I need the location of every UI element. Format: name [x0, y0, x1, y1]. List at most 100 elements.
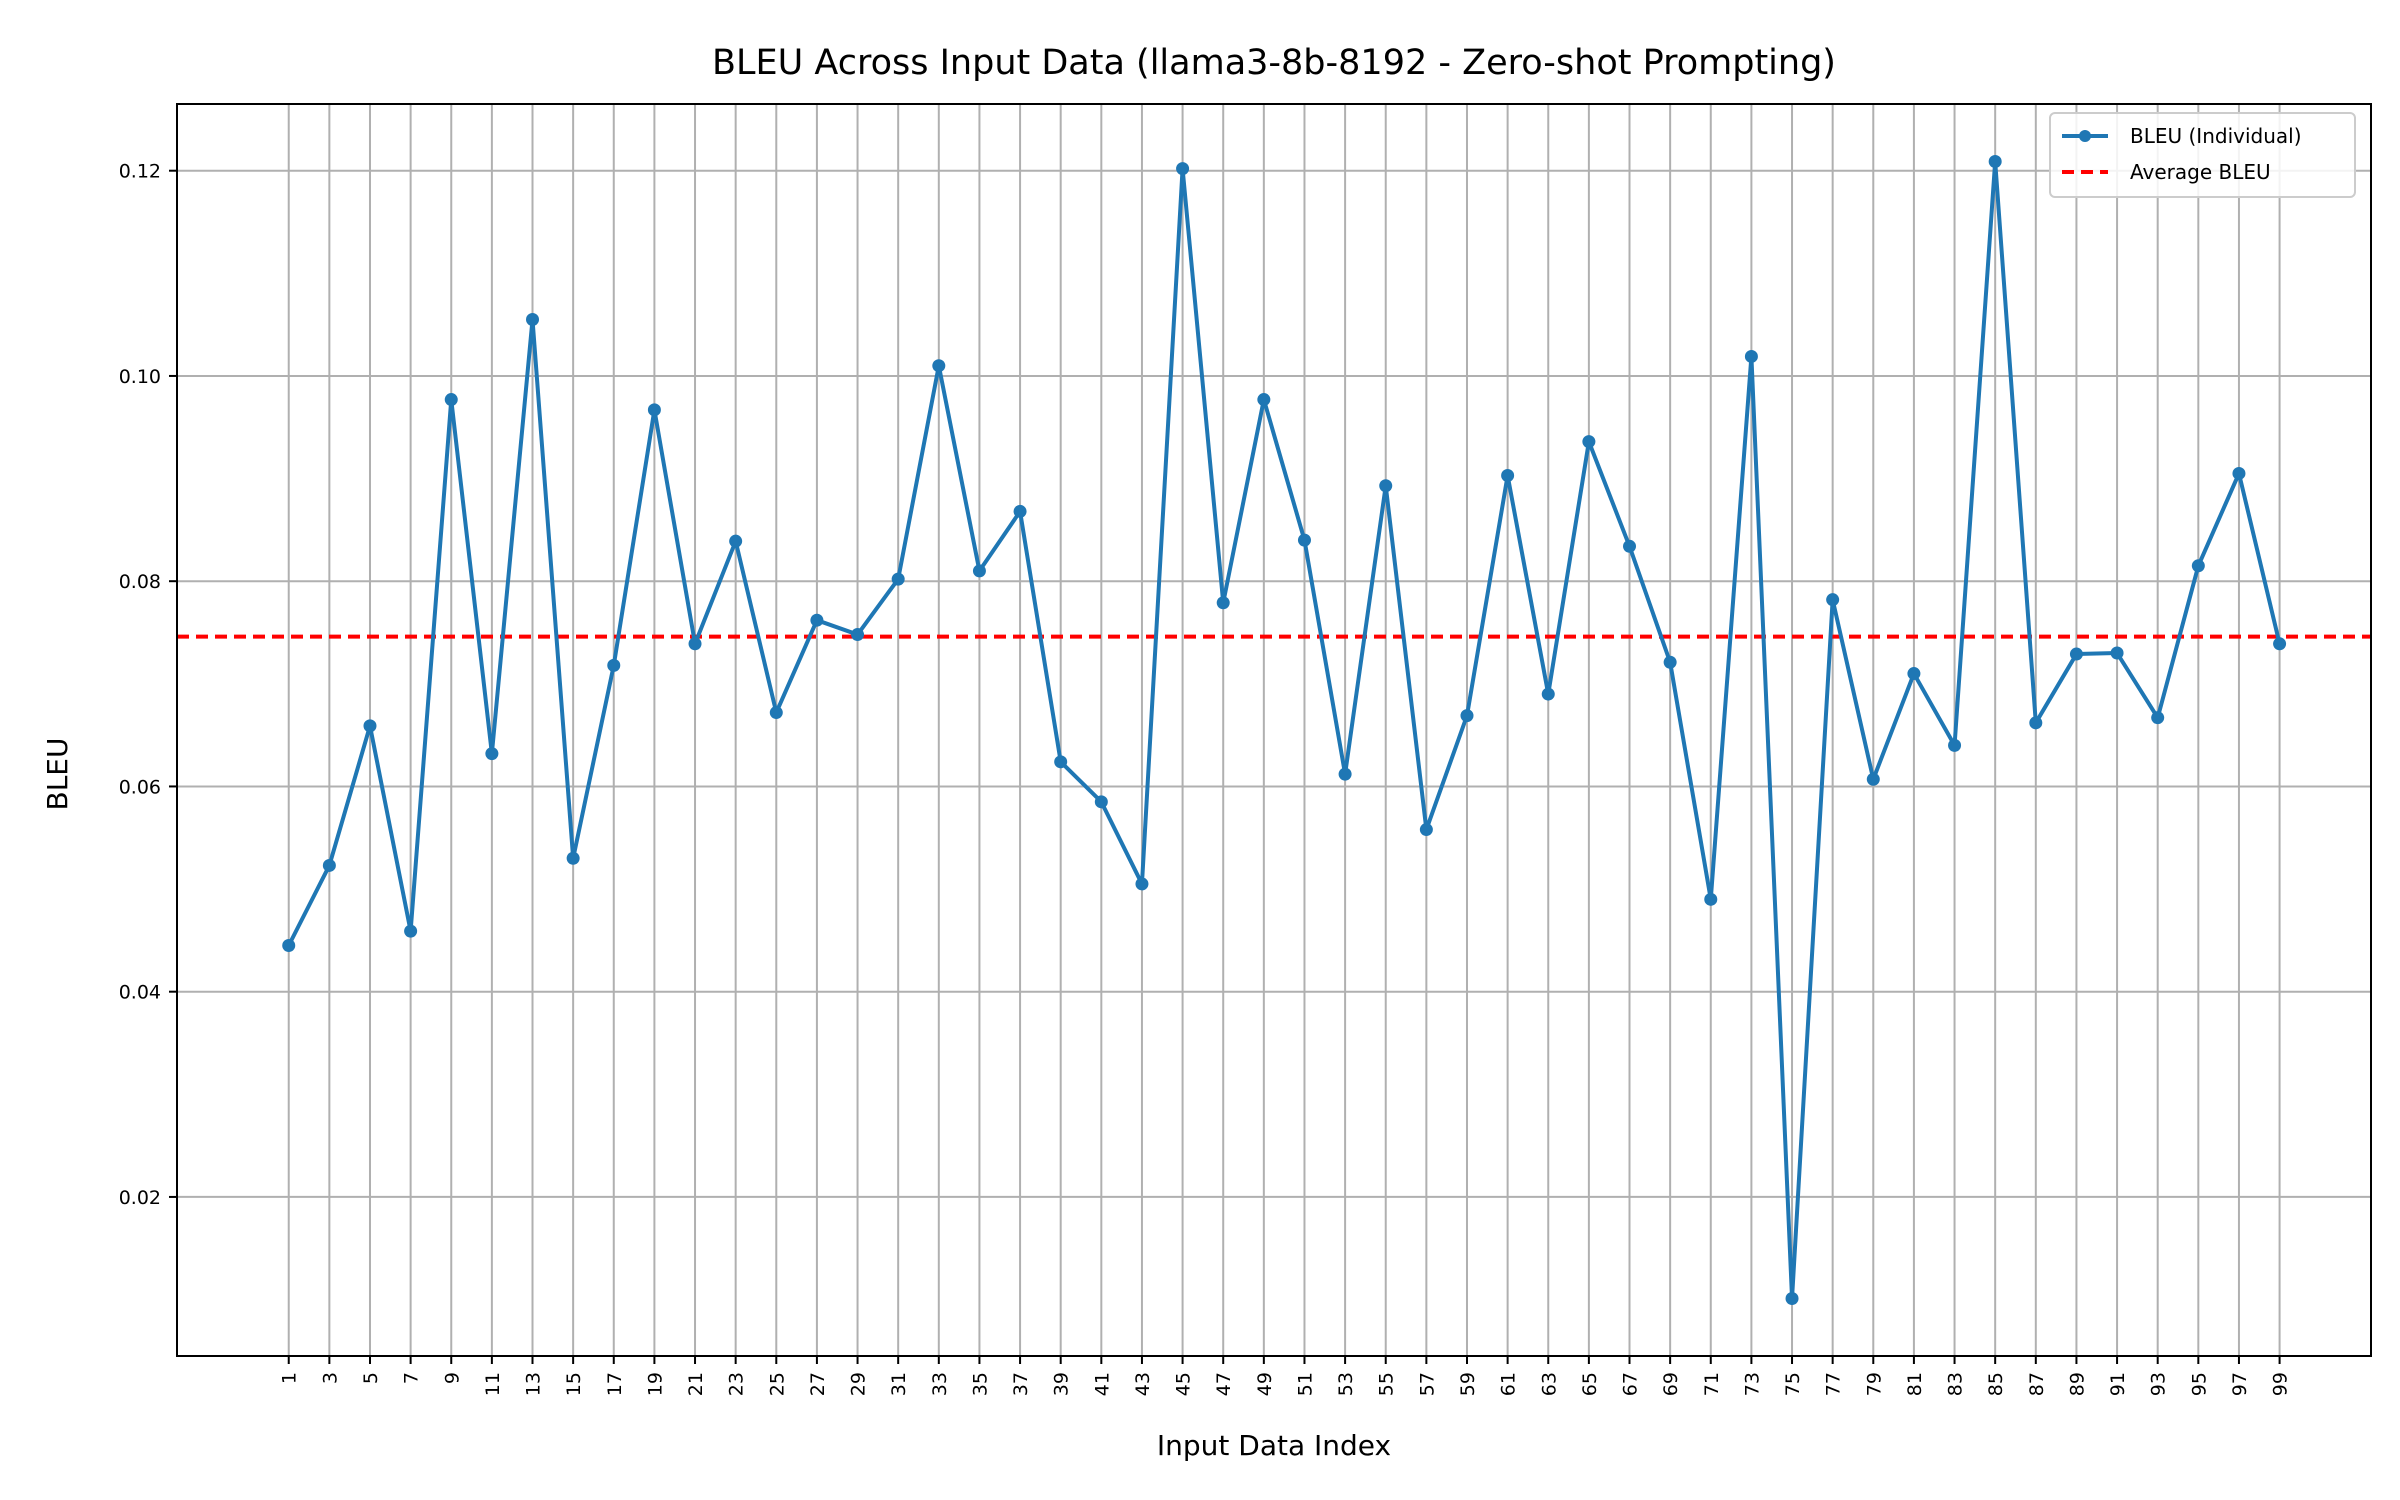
bleu-series-line	[286, 159, 2282, 1301]
x-tick-label: 93	[2148, 1372, 2170, 1396]
bleu-data-point	[1785, 1292, 1799, 1306]
x-tick-label: 25	[766, 1372, 788, 1396]
bleu-data-point	[363, 719, 377, 733]
bleu-data-point	[1948, 738, 1962, 752]
x-tick-label: 47	[1213, 1372, 1235, 1396]
x-axis-label: Input Data Index	[1157, 1429, 1391, 1462]
bleu-data-point	[891, 572, 905, 586]
bleu-data-point	[607, 658, 621, 672]
plot-frame	[176, 103, 2372, 1357]
bleu-data-point	[2110, 646, 2124, 660]
legend-series-marker	[2079, 130, 2091, 142]
x-tick-label: 59	[1457, 1372, 1479, 1396]
bleu-data-point	[1907, 667, 1921, 681]
x-tick-label: 71	[1701, 1372, 1723, 1396]
x-tick-label: 3	[319, 1372, 341, 1384]
y-tick-label: 0.12	[119, 161, 161, 183]
bleu-data-point	[769, 706, 783, 720]
x-tick-label: 63	[1538, 1372, 1560, 1396]
x-tick-label: 79	[1863, 1372, 1885, 1396]
x-tick-label: 13	[523, 1372, 545, 1396]
bleu-data-point	[1257, 393, 1271, 407]
bleu-data-point	[932, 359, 946, 373]
x-tick-label: 89	[2066, 1372, 2088, 1396]
y-tick-label: 0.04	[119, 982, 161, 1004]
y-tick-label: 0.02	[119, 1187, 161, 1209]
bleu-data-point	[729, 534, 743, 548]
y-tick-label: 0.10	[119, 366, 161, 388]
x-tick-label: 23	[726, 1372, 748, 1396]
bleu-data-point	[1094, 795, 1108, 809]
bleu-data-point	[1216, 596, 1230, 610]
bleu-data-point	[2191, 559, 2205, 573]
x-tick-label: 45	[1173, 1372, 1195, 1396]
x-tick-label: 15	[563, 1372, 585, 1396]
x-tick-label: 37	[1010, 1372, 1032, 1396]
bleu-data-point	[1663, 655, 1677, 669]
bleu-data-point	[1460, 709, 1474, 723]
x-tick-label: 35	[969, 1372, 991, 1396]
bleu-data-point	[2069, 647, 2083, 661]
bleu-data-point	[1419, 823, 1433, 837]
bleu-data-point	[2273, 637, 2287, 651]
x-tick-label: 53	[1335, 1372, 1357, 1396]
bleu-data-point	[526, 313, 540, 327]
y-axis-label: BLEU	[41, 738, 74, 811]
bleu-data-point	[1501, 468, 1515, 482]
legend: BLEU (Individual) Average BLEU	[2049, 112, 2356, 198]
bleu-data-point	[1988, 154, 2002, 168]
bleu-data-point	[1704, 892, 1718, 906]
x-tick-label: 51	[1294, 1372, 1316, 1396]
x-tick-label: 9	[441, 1372, 463, 1384]
x-tick-label: 31	[888, 1372, 910, 1396]
bleu-data-point	[1541, 687, 1555, 701]
x-tick-label: 17	[604, 1372, 626, 1396]
y-tick-label: 0.06	[119, 776, 161, 798]
x-tick-label: 27	[807, 1372, 829, 1396]
bleu-data-point	[688, 637, 702, 651]
bleu-data-point	[1623, 539, 1637, 553]
bleu-data-point	[851, 628, 865, 642]
x-tick-label: 83	[1945, 1372, 1967, 1396]
x-tick-label: 91	[2107, 1372, 2129, 1396]
x-tick-label: 29	[848, 1372, 870, 1396]
bleu-data-point	[485, 747, 499, 761]
bleu-data-point	[1582, 435, 1596, 449]
x-tick-label: 65	[1579, 1372, 1601, 1396]
x-tick-label: 41	[1091, 1372, 1113, 1396]
x-tick-label: 7	[401, 1372, 423, 1384]
x-tick-label: 57	[1416, 1372, 1438, 1396]
axes: 1 3 5 7 9 11 13 15 17 19 21 23 25 27 29 31 33 35 37 39 41 43 4…	[119, 103, 2372, 1396]
x-tick-label: 85	[1985, 1372, 2007, 1396]
bleu-data-point	[1013, 504, 1027, 518]
series-layer	[282, 154, 2287, 1306]
x-tick-label: 55	[1376, 1372, 1398, 1396]
bleu-data-point	[1297, 533, 1311, 547]
bleu-data-point	[1135, 877, 1149, 891]
x-tick-label: 95	[2188, 1372, 2210, 1396]
bleu-data-point	[972, 564, 986, 578]
legend-box	[2049, 112, 2356, 198]
bleu-data-point	[1176, 162, 1190, 176]
x-tick-label: 75	[1782, 1372, 1804, 1396]
x-tick-label: 77	[1823, 1372, 1845, 1396]
x-tick-label: 11	[482, 1372, 504, 1396]
bleu-data-point	[566, 851, 580, 865]
x-tick-label: 69	[1660, 1372, 1682, 1396]
x-tick-label: 67	[1620, 1372, 1642, 1396]
x-tick-label: 33	[929, 1372, 951, 1396]
x-tick-label: 99	[2270, 1372, 2292, 1396]
bleu-data-point	[2029, 716, 2043, 730]
x-tick-label: 21	[685, 1372, 707, 1396]
bleu-data-point	[2232, 466, 2246, 480]
bleu-data-point	[1826, 593, 1840, 607]
y-tick-label: 0.08	[119, 571, 161, 593]
bleu-data-point	[1338, 767, 1352, 781]
bleu-data-point	[647, 403, 661, 417]
x-tick-label: 97	[2229, 1372, 2251, 1396]
x-tick-label: 81	[1904, 1372, 1926, 1396]
x-tick-label: 1	[279, 1372, 301, 1384]
bleu-data-point	[1054, 755, 1068, 769]
bleu-data-point	[444, 393, 458, 407]
